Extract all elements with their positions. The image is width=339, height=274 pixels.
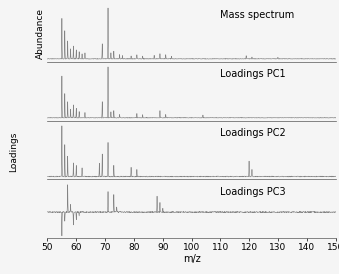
Text: Loadings PC3: Loadings PC3 bbox=[220, 187, 286, 197]
X-axis label: m/z: m/z bbox=[183, 254, 200, 264]
Text: Loadings PC2: Loadings PC2 bbox=[220, 128, 286, 138]
Text: Loadings: Loadings bbox=[9, 131, 18, 172]
Text: Mass spectrum: Mass spectrum bbox=[220, 10, 295, 20]
Text: Loadings PC1: Loadings PC1 bbox=[220, 69, 286, 79]
Y-axis label: Abundance: Abundance bbox=[36, 8, 45, 59]
